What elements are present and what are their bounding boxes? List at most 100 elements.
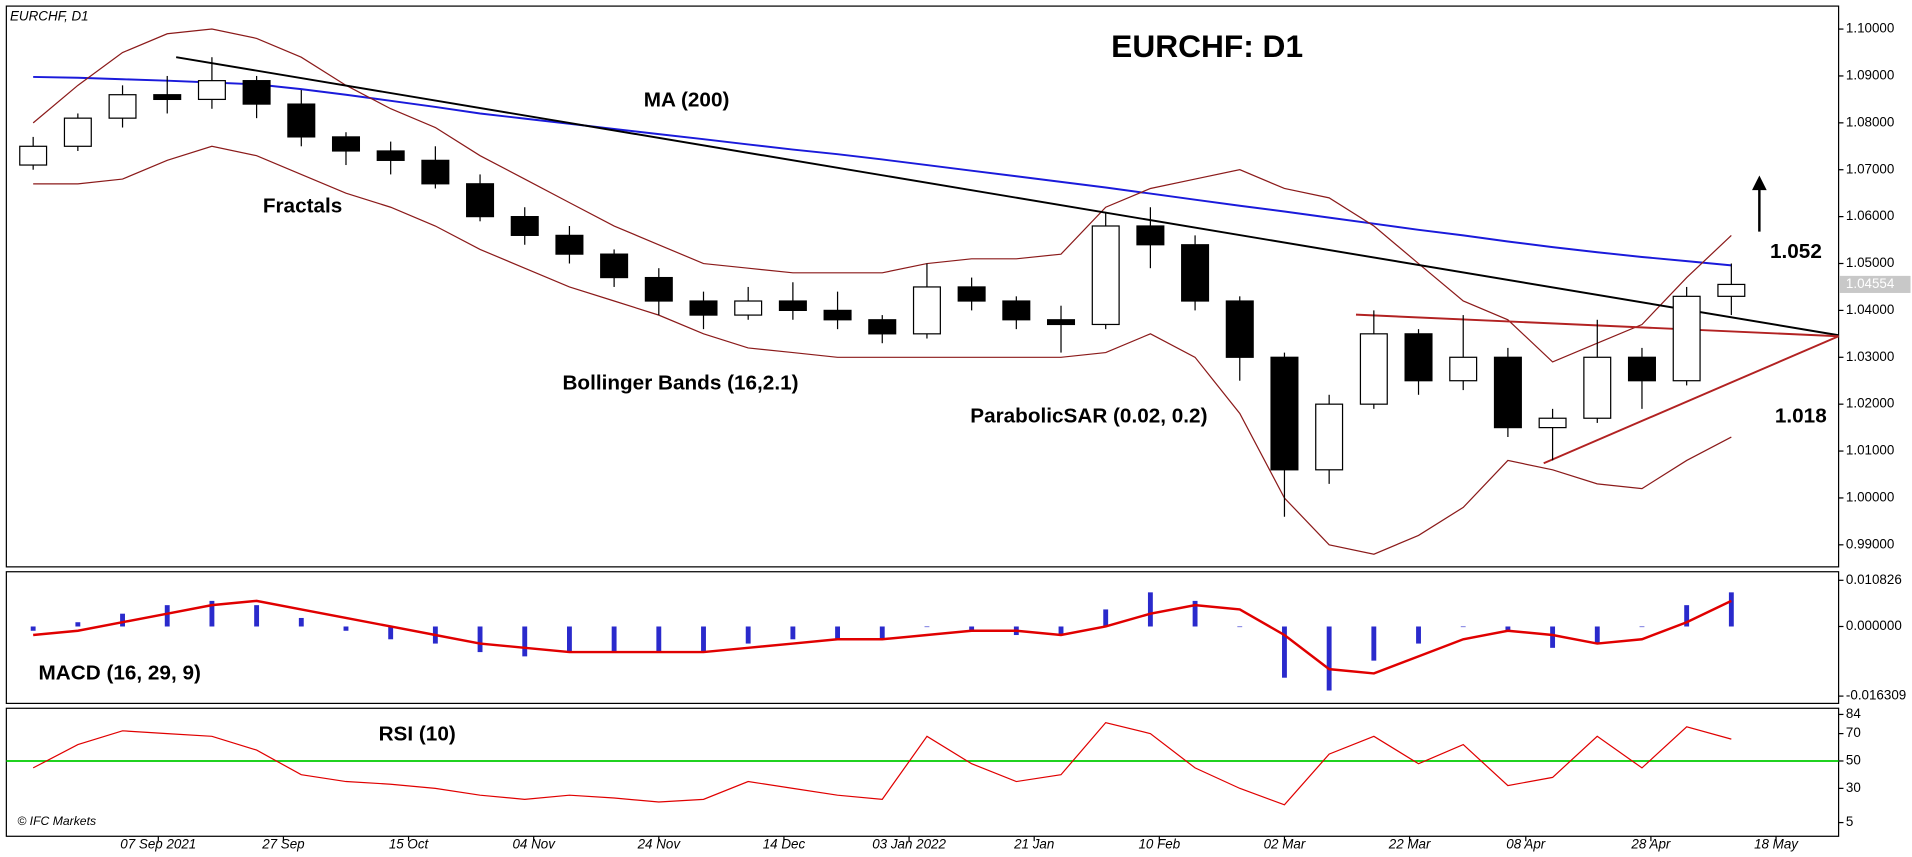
y-tick-label: 1.03000: [1846, 349, 1894, 364]
y-tick-label: 84: [1846, 706, 1861, 721]
macd-bar: [790, 626, 796, 640]
candle-body: [331, 136, 361, 152]
macd-bar: [1684, 605, 1690, 627]
macd-bar: [164, 605, 170, 627]
y-tick-label: 1.09000: [1846, 68, 1894, 83]
candle-body: [287, 103, 316, 138]
macd-bar: [1371, 626, 1377, 661]
x-tick-label: 10 Feb: [1138, 836, 1180, 851]
candle-body: [153, 94, 182, 101]
candle-body: [1359, 333, 1388, 405]
rsi-panel: [5, 707, 1840, 837]
y-tick-label: 70: [1846, 725, 1861, 740]
x-tick-label: 27 Sep: [261, 836, 305, 851]
candle-body: [823, 309, 852, 321]
macd-bar: [566, 626, 572, 653]
candle-body: [555, 234, 584, 255]
macd-bar: [30, 626, 36, 631]
candle-body: [778, 300, 807, 312]
last-price-label: 1.04554: [1846, 276, 1895, 291]
candle-body: [1404, 333, 1433, 382]
candle-body: [197, 80, 226, 101]
x-tick-label: 03 Jan 2022: [872, 836, 946, 851]
candle-body: [600, 253, 629, 279]
candle-body: [1627, 356, 1656, 382]
y-tick-label: 1.01000: [1846, 443, 1894, 458]
last-price-box: [1839, 275, 1911, 293]
macd-bar: [1326, 626, 1332, 691]
indicator-line: [32, 28, 1732, 363]
annotation: ParabolicSAR (0.02, 0.2): [970, 404, 1207, 427]
candle-body: [466, 183, 495, 218]
macd-bar: [1416, 626, 1421, 644]
annotation: 1.052: [1770, 240, 1822, 263]
copyright: © IFC Markets: [17, 814, 96, 828]
y-tick-label: 0.99000: [1846, 536, 1894, 551]
macd-bar: [75, 622, 81, 627]
panel-title: RSI (10): [379, 723, 456, 746]
candle-body: [868, 319, 897, 335]
x-tick-label: 08 Apr: [1506, 836, 1545, 851]
macd-bar: [1192, 600, 1198, 627]
candle-body: [644, 276, 673, 302]
candle-body: [242, 80, 271, 105]
candle-body: [1181, 244, 1210, 302]
indicator-line: [33, 75, 1732, 267]
macd-bar: [1103, 609, 1109, 627]
indicator-line: [33, 145, 1732, 555]
x-tick-label: 18 May: [1754, 836, 1799, 851]
candle-body: [1136, 225, 1165, 246]
annotation: Fractals: [263, 195, 342, 218]
macd-bar: [1147, 592, 1153, 627]
macd-bar: [745, 626, 751, 644]
candle-body: [376, 150, 405, 161]
candle-body: [1091, 225, 1120, 326]
macd-bar: [298, 617, 304, 627]
rsi-line: [32, 721, 1732, 806]
panel-title: MACD (16, 29, 9): [39, 662, 201, 685]
x-tick-label: 24 Nov: [637, 836, 682, 851]
y-tick-label: 1.05000: [1846, 255, 1894, 270]
signal-line: [33, 599, 1732, 675]
candle-body: [1538, 417, 1567, 429]
candle-body: [510, 216, 539, 236]
candle-body: [108, 94, 137, 119]
macd-bar: [1728, 592, 1734, 627]
y-tick-label: 0.000000: [1846, 618, 1902, 633]
macd-panel: [5, 571, 1840, 705]
y-tick-label: -0.016309: [1846, 688, 1906, 703]
candle-body: [63, 117, 92, 147]
macd-bar: [1282, 626, 1287, 678]
macd-bar: [924, 626, 930, 628]
candle-body: [957, 286, 986, 302]
macd-bar: [1505, 626, 1511, 631]
x-tick-label: 22 Mar: [1388, 836, 1431, 851]
trend-line: [176, 56, 1839, 337]
macd-bar: [611, 626, 617, 653]
y-tick-label: 0.010826: [1846, 572, 1902, 587]
y-tick-label: 5: [1846, 814, 1853, 829]
candle-body: [734, 300, 763, 316]
macd-bar: [388, 626, 394, 640]
x-tick-label: 04 Nov: [512, 836, 556, 851]
macd-bar: [477, 626, 483, 653]
indicator-label: MA (200): [644, 89, 730, 112]
candle-body: [1493, 356, 1522, 429]
macd-bar: [1237, 626, 1243, 628]
candle-body: [1583, 356, 1612, 419]
macd-bar: [1058, 626, 1064, 636]
macd-bar: [1639, 626, 1645, 628]
trend-line: [1543, 335, 1839, 465]
y-tick-label: 30: [1846, 780, 1861, 795]
candle-body: [421, 159, 450, 185]
symbol-label: EURCHF, D1: [10, 9, 89, 24]
x-tick-label: 15 Oct: [389, 836, 430, 851]
candle-body: [912, 286, 941, 335]
y-tick-label: 50: [1846, 753, 1861, 768]
macd-bar: [209, 600, 215, 627]
macd-bar: [969, 626, 975, 631]
candle-body: [1270, 356, 1299, 471]
candle-body: [1002, 300, 1031, 321]
y-tick-label: 1.00000: [1846, 489, 1894, 504]
